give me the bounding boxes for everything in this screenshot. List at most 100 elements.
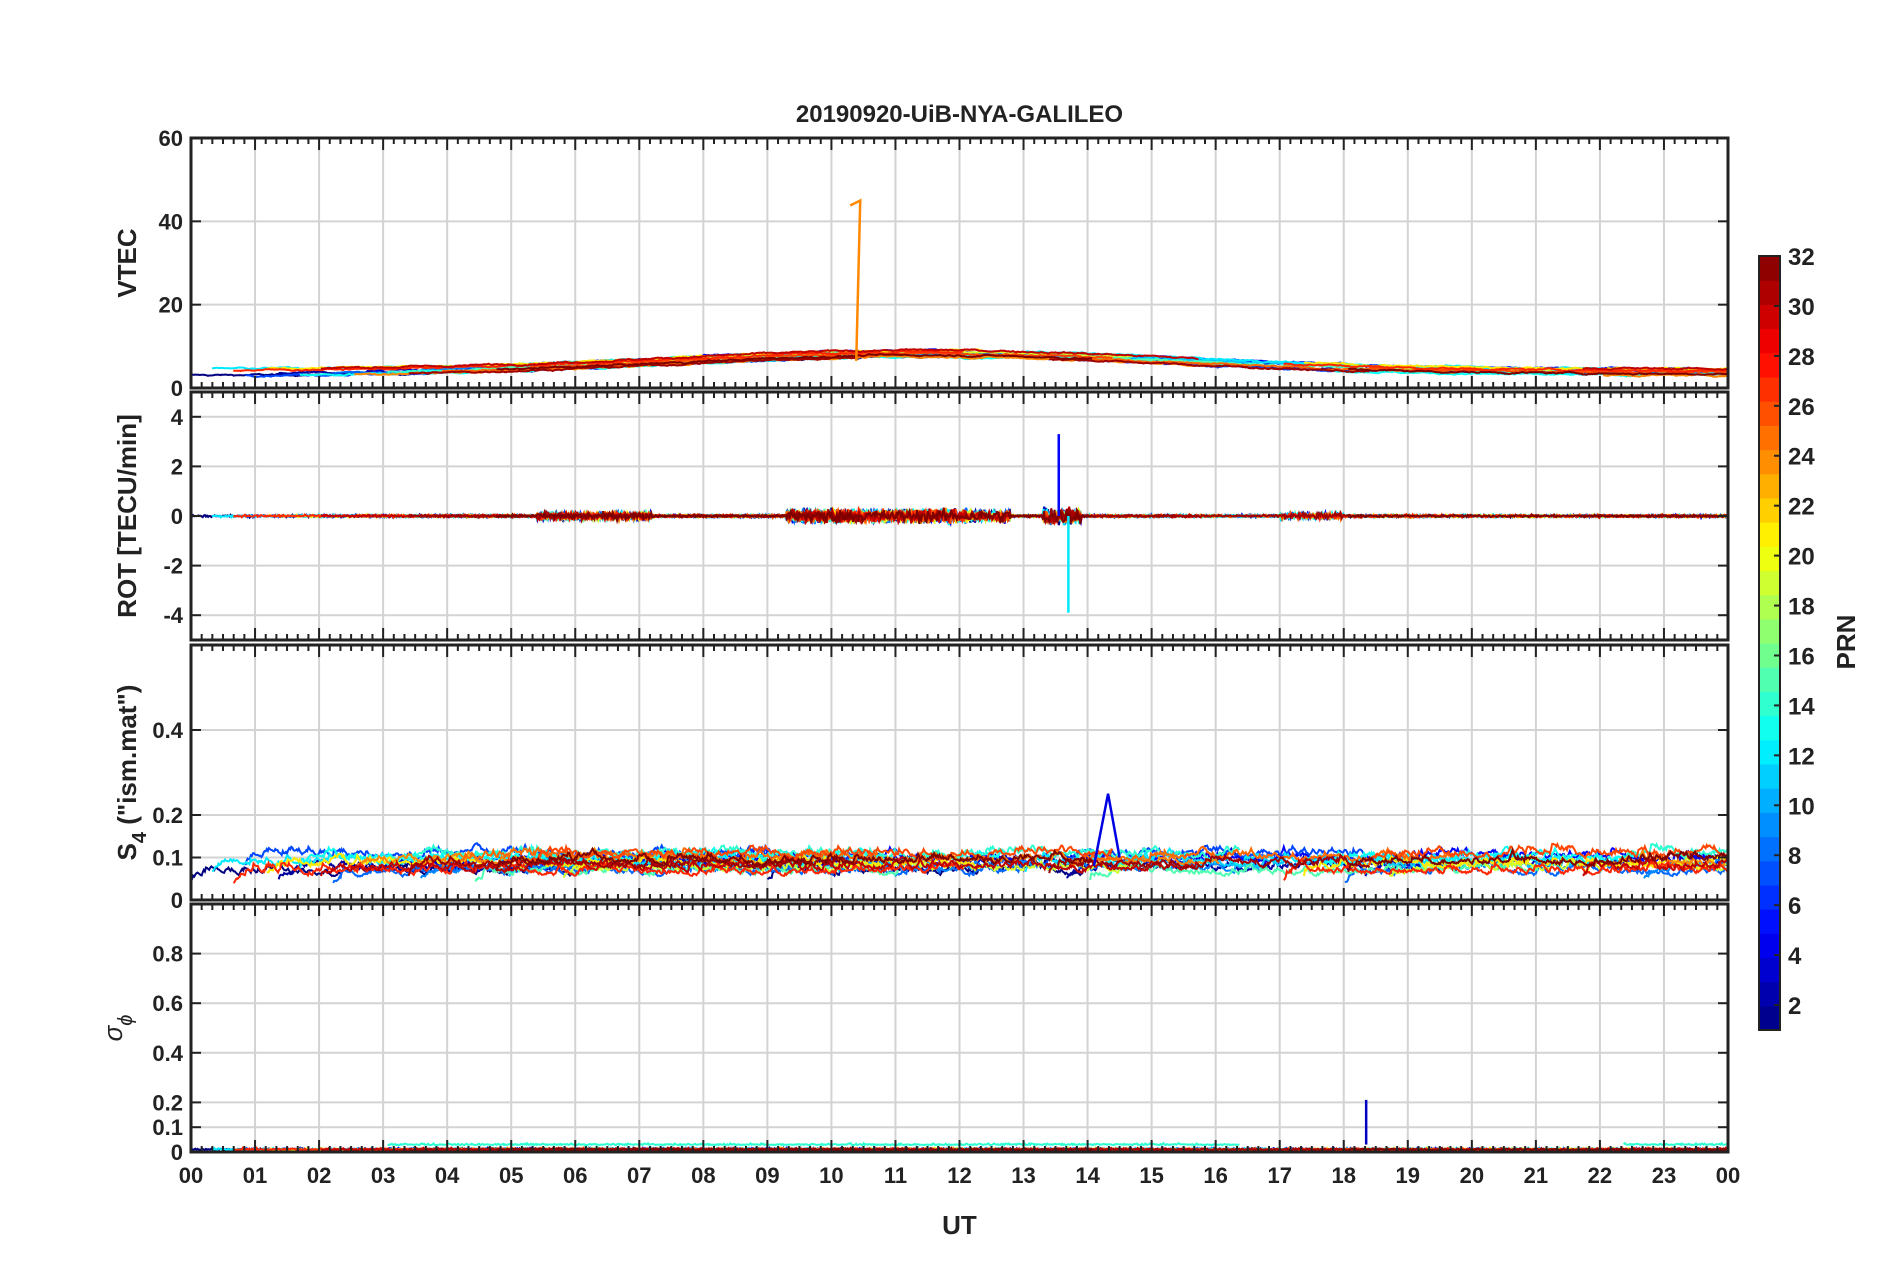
series-line-prn-26 xyxy=(528,843,1114,866)
series-line-prn-26 xyxy=(529,351,1113,369)
panel-3: 0.4 0.2 0.1 0 S4 ("ism.mat") xyxy=(112,643,1730,913)
x-tick-label: 18 xyxy=(1332,1163,1356,1188)
y-tick-label: 60 xyxy=(159,126,183,151)
x-tick-label: 13 xyxy=(1011,1163,1035,1188)
series-line-prn-31 xyxy=(1048,358,1370,374)
colorbar-segment xyxy=(1759,497,1780,523)
x-tick-label: 08 xyxy=(691,1163,715,1188)
series-line-prn-30 xyxy=(1582,366,1728,371)
colorbar-segment xyxy=(1759,449,1780,475)
colorbar-segment xyxy=(1759,570,1780,596)
colorbar-tick-label: 32 xyxy=(1788,244,1815,271)
x-tick-label: 10 xyxy=(819,1163,843,1188)
series-line-prn-32 xyxy=(496,353,1093,371)
colorbar-tick-label: 14 xyxy=(1788,693,1815,720)
colorbar-segment xyxy=(1759,957,1780,983)
series-line-prn-30 xyxy=(320,348,1199,370)
series-line-prn-31 xyxy=(1048,1146,1370,1152)
colorbar-segment xyxy=(1759,643,1780,668)
y-tick-label: 0.1 xyxy=(152,1115,183,1140)
colorbar-segment xyxy=(1759,691,1780,717)
x-tick-label: 00 xyxy=(1716,1163,1740,1188)
y-axis-label: VTEC xyxy=(112,228,142,298)
series-line-prn-32 xyxy=(1348,367,1728,376)
colorbar-segment xyxy=(1759,594,1780,620)
y-tick-label: 2 xyxy=(171,454,183,479)
panel-4: 0.8 0.6 0.4 0.20.10 σϕ xyxy=(98,902,1730,1165)
y-axis-label: S4 ("ism.mat") xyxy=(112,685,151,861)
x-tick-label: 06 xyxy=(563,1163,587,1188)
colorbar-tick-label: 6 xyxy=(1788,893,1801,920)
series-line-prn-14 xyxy=(1622,1141,1728,1147)
series-line-prn-32 xyxy=(1347,846,1728,873)
y-tick-label: -2 xyxy=(163,554,183,579)
series-group xyxy=(191,793,1728,884)
colorbar-tick-label: 16 xyxy=(1788,643,1815,670)
x-tick-label: 19 xyxy=(1396,1163,1420,1188)
panel-2: 4 2 0 -2 -4 ROT [TECU/min] xyxy=(112,390,1730,642)
colorbar-segment xyxy=(1759,860,1780,886)
series-line-prn-32 xyxy=(495,846,1093,872)
colorbar-segment xyxy=(1759,763,1780,789)
y-tick-label: 0.4 xyxy=(152,718,183,743)
colorbar-segment xyxy=(1759,909,1780,934)
s4-peak xyxy=(1092,793,1121,867)
colorbar-segment xyxy=(1759,788,1780,813)
y-label-subscript: ϕ xyxy=(115,1015,137,1026)
x-tick-label: 17 xyxy=(1267,1163,1291,1188)
colorbar-segment xyxy=(1759,981,1780,1007)
x-tick-label: 04 xyxy=(435,1163,460,1188)
colorbar-segment xyxy=(1759,304,1780,330)
colorbar-segment xyxy=(1759,812,1780,838)
x-tick-label: 23 xyxy=(1652,1163,1676,1188)
series-line-prn-32 xyxy=(496,507,1093,525)
series-line-prn-31 xyxy=(407,853,858,876)
colorbar-tick-label: 28 xyxy=(1788,344,1815,371)
colorbar-segment xyxy=(1759,739,1780,765)
colorbar-segment xyxy=(1759,256,1780,281)
x-tick-label: 12 xyxy=(947,1163,971,1188)
colorbar-tick-label: 20 xyxy=(1788,544,1815,571)
x-tick-label: 03 xyxy=(371,1163,395,1188)
y-label-subscript: 4 xyxy=(129,831,151,843)
y-label-main: σ xyxy=(98,1024,128,1041)
panel-1: 60 40 20 0 VTEC xyxy=(112,126,1730,401)
y-tick-label: 0.2 xyxy=(152,803,183,828)
colorbar-tick-label: 22 xyxy=(1788,494,1815,521)
colorbar-tick-label: 2 xyxy=(1788,993,1801,1020)
y-tick-label: 40 xyxy=(159,209,183,234)
series-group xyxy=(191,198,1728,379)
colorbar-segment xyxy=(1759,667,1780,692)
series-line-prn-8 xyxy=(1344,856,1728,884)
colorbar-tick-label: 30 xyxy=(1788,294,1815,321)
colorbar-tick-label: 4 xyxy=(1788,943,1802,970)
colorbar-segment xyxy=(1759,933,1780,959)
colorbar: 32 30 28 26 24 22 20 18 16 14 12 10 8 6 4 2 PRN xyxy=(1758,244,1861,1031)
y-tick-label: 0.6 xyxy=(152,991,183,1016)
series-group xyxy=(191,434,1728,613)
colorbar-segment xyxy=(1759,715,1780,741)
colorbar-segment xyxy=(1759,618,1780,644)
series-line-prn-21 xyxy=(1303,853,1728,877)
colorbar-segment xyxy=(1759,352,1780,378)
colorbar-segment xyxy=(1759,836,1780,862)
colorbar-segment xyxy=(1759,425,1780,451)
y-tick-label: 0 xyxy=(171,504,183,529)
y-tick-label: -4 xyxy=(163,603,183,628)
y-tick-label: 0 xyxy=(171,376,183,401)
series-line-prn-31 xyxy=(408,356,858,375)
colorbar-tick-label: 24 xyxy=(1788,444,1815,471)
y-label-main: S xyxy=(112,843,142,860)
y-tick-label: 0.1 xyxy=(152,846,183,871)
colorbar-segment xyxy=(1759,522,1780,547)
x-tick-label: 21 xyxy=(1524,1163,1548,1188)
colorbar-tick-label: 18 xyxy=(1788,594,1815,621)
x-tick-label: 00 xyxy=(179,1163,203,1188)
x-tick-label: 09 xyxy=(755,1163,779,1188)
series-line-prn-27 xyxy=(233,349,964,373)
colorbar-segment xyxy=(1759,546,1780,572)
colorbar-frame xyxy=(1758,255,1781,1031)
series-line-prn-31 xyxy=(1048,507,1370,525)
y-axis-label: ROT [TECU/min] xyxy=(112,414,142,618)
